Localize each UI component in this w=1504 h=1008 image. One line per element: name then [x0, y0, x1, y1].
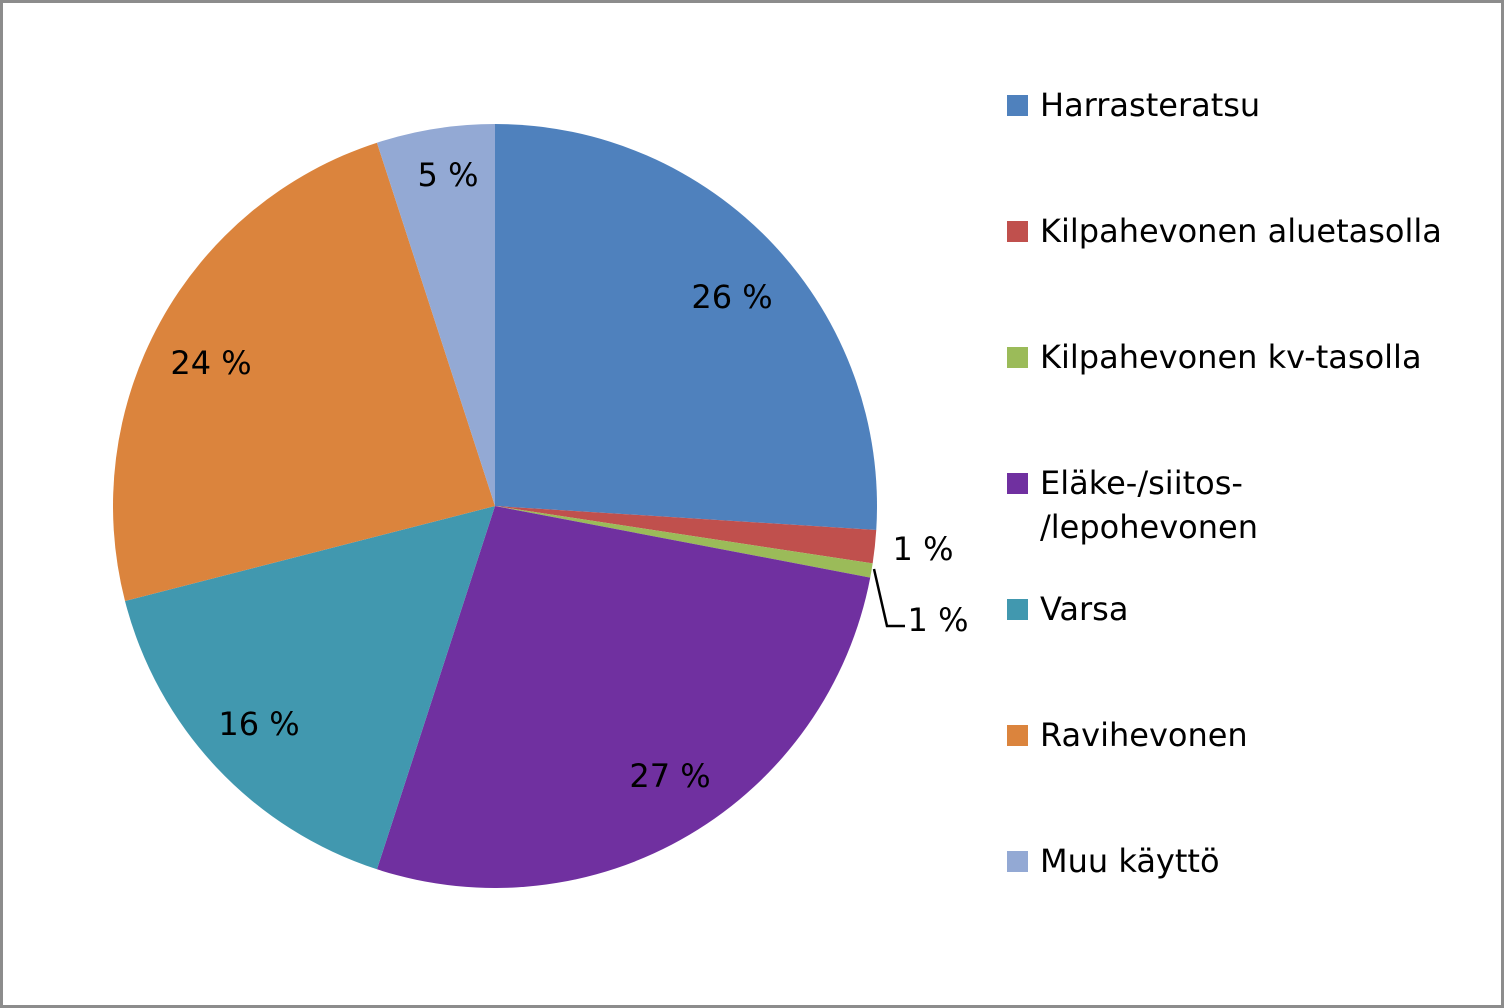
- legend-label: Eläke-/siitos- /lepohevonen: [1040, 464, 1258, 546]
- legend-label: Muu käyttö: [1040, 842, 1220, 880]
- pie-slice-7: [376, 124, 495, 506]
- data-label-5: 16 %: [218, 705, 299, 743]
- legend-swatch: [1007, 599, 1028, 620]
- legend-label: Ravihevonen: [1040, 716, 1248, 754]
- legend-label: Varsa: [1040, 590, 1129, 628]
- legend-item: Muu käyttö: [1007, 839, 1220, 883]
- data-label-3: 1 %: [908, 601, 969, 639]
- legend-swatch: [1007, 851, 1028, 872]
- legend-swatch: [1007, 473, 1028, 494]
- data-label-1: 26 %: [691, 278, 772, 316]
- legend-swatch: [1007, 725, 1028, 746]
- legend-item: Harrasteratsu: [1007, 83, 1260, 127]
- pie-slice-6: [112, 142, 495, 601]
- pie-slice-3: [495, 506, 873, 578]
- data-label-4: 27 %: [629, 757, 710, 795]
- pie-slice-2: [495, 506, 877, 564]
- data-label-6: 24 %: [170, 344, 251, 382]
- legend-label: Kilpahevonen kv-tasolla: [1040, 338, 1422, 376]
- leader-line: [872, 568, 905, 628]
- pie-slice-5: [125, 506, 495, 870]
- legend-label: Kilpahevonen aluetasolla: [1040, 212, 1442, 250]
- pie-slice-1: [495, 124, 878, 530]
- legend-item: Kilpahevonen aluetasolla: [1007, 209, 1442, 253]
- legend-swatch: [1007, 221, 1028, 242]
- legend-label: Harrasteratsu: [1040, 86, 1261, 124]
- legend-swatch: [1007, 347, 1028, 368]
- legend-swatch: [1007, 95, 1028, 116]
- pie-slice-4: [376, 506, 871, 888]
- data-label-2: 1 %: [893, 530, 954, 568]
- legend-item: Varsa: [1007, 587, 1128, 631]
- legend-item: Kilpahevonen kv-tasolla: [1007, 335, 1422, 379]
- data-label-7: 5 %: [418, 156, 479, 194]
- legend-item: Eläke-/siitos- /lepohevonen: [1007, 461, 1258, 549]
- pie-chart: 26 % 1 % 1 % 27 % 16 % 24 % 5 %: [112, 124, 969, 888]
- legend-item: Ravihevonen: [1007, 713, 1248, 757]
